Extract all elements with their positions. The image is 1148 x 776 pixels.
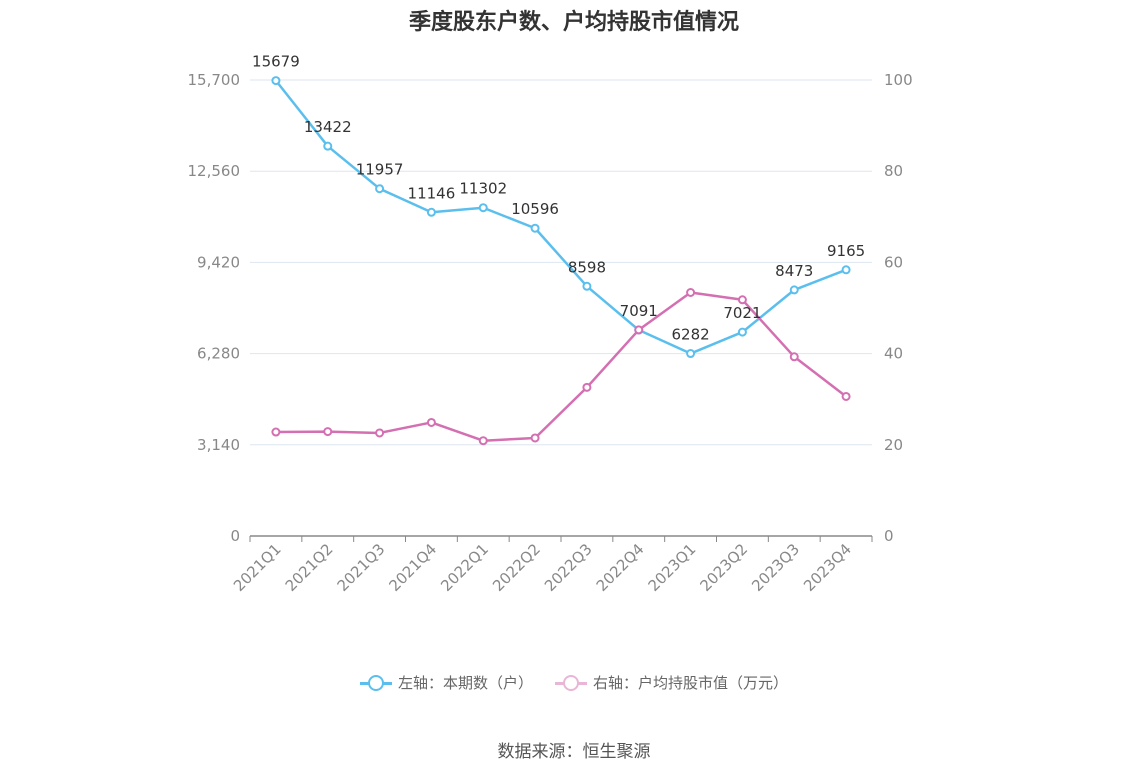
x-axis-tick-label: 2021Q3 bbox=[334, 540, 389, 595]
series-line bbox=[275, 291, 847, 442]
data-point bbox=[478, 203, 488, 213]
data-label: 10596 bbox=[511, 200, 559, 218]
legend-line-marker-icon bbox=[359, 674, 392, 691]
data-point bbox=[271, 76, 281, 86]
data-label: 11302 bbox=[459, 180, 507, 198]
data-point bbox=[841, 391, 851, 401]
data-label: 15679 bbox=[252, 53, 300, 71]
chart-title: 季度股东户数、户均持股市值情况 bbox=[408, 10, 739, 35]
data-label: 8598 bbox=[568, 258, 606, 276]
left-axis-tick-label: 15,700 bbox=[188, 71, 241, 89]
x-axis-tick-label: 2023Q3 bbox=[748, 540, 803, 595]
source-note: 数据来源：恒生聚源 bbox=[497, 742, 651, 762]
x-axis-tick-label: 2023Q2 bbox=[696, 540, 751, 595]
data-point bbox=[530, 433, 540, 443]
data-point bbox=[375, 184, 385, 194]
series bbox=[271, 76, 851, 446]
x-axis-tick-label: 2022Q1 bbox=[437, 540, 492, 595]
data-point bbox=[841, 265, 851, 275]
data-point bbox=[271, 427, 281, 437]
x-axis-tick-label: 2022Q2 bbox=[489, 540, 544, 595]
data-point bbox=[789, 285, 799, 295]
data-label: 6282 bbox=[671, 326, 709, 344]
data-label: 11146 bbox=[408, 184, 456, 202]
data-point bbox=[686, 287, 696, 297]
data-point bbox=[634, 325, 644, 335]
data-point bbox=[737, 295, 747, 305]
data-label: 13422 bbox=[304, 118, 352, 136]
data-point bbox=[323, 141, 333, 151]
series-line bbox=[274, 79, 847, 355]
right-axis-tick-label: 40 bbox=[884, 345, 903, 363]
legend-label: 左轴：本期数（户） bbox=[397, 674, 533, 692]
legend-item-avg-value[interactable]: 右轴：户均持股市值（万元） bbox=[555, 672, 788, 693]
data-point bbox=[323, 427, 333, 437]
data-label: 7091 bbox=[620, 302, 658, 320]
x-axis-tick-label: 2023Q4 bbox=[800, 540, 855, 595]
x-axis-tick-label: 2022Q3 bbox=[541, 540, 596, 595]
legend-line-marker-icon bbox=[555, 674, 587, 691]
data-label: 7021 bbox=[723, 304, 761, 322]
data-point bbox=[582, 281, 592, 291]
x-axis-tick-label: 2021Q2 bbox=[282, 540, 337, 595]
x-axis-tick-label: 2023Q1 bbox=[645, 540, 700, 595]
data-label: 11957 bbox=[356, 161, 404, 179]
left-axis-tick-label: 12,560 bbox=[188, 162, 241, 180]
axes: 0 3,140 6,280 9,420 12,560 15,700 0 20 40 60 80 100… bbox=[188, 71, 913, 595]
right-axis-tick-label: 100 bbox=[884, 71, 913, 89]
data-point bbox=[530, 223, 540, 233]
data-point bbox=[789, 352, 799, 362]
data-point bbox=[375, 428, 385, 438]
right-axis-tick-label: 80 bbox=[884, 162, 903, 180]
right-axis-tick-label: 20 bbox=[884, 436, 903, 454]
legend-label: 右轴：户均持股市值（万元） bbox=[593, 674, 789, 692]
left-axis-tick-label: 6,280 bbox=[197, 345, 240, 363]
legend-item-households[interactable]: 左轴：本期数（户） bbox=[359, 672, 533, 693]
data-point bbox=[426, 207, 436, 217]
data-point bbox=[426, 417, 436, 427]
x-axis-tick-label: 2021Q4 bbox=[385, 540, 440, 595]
left-axis-tick-label: 0 bbox=[230, 527, 240, 545]
x-axis-tick-label: 2021Q1 bbox=[230, 540, 285, 595]
data-point bbox=[686, 349, 696, 359]
right-axis-tick-label: 0 bbox=[884, 527, 894, 545]
data-point bbox=[582, 382, 592, 392]
x-axis-tick-label: 2022Q4 bbox=[593, 540, 648, 595]
right-axis-tick-label: 60 bbox=[884, 253, 903, 271]
grid-lines bbox=[250, 79, 872, 446]
data-label: 8473 bbox=[775, 262, 813, 280]
left-axis-tick-label: 9,420 bbox=[197, 253, 240, 271]
data-point bbox=[737, 327, 747, 337]
data-label: 9165 bbox=[827, 242, 865, 260]
left-axis-tick-label: 3,140 bbox=[197, 436, 240, 454]
data-point bbox=[478, 436, 488, 446]
legend: 左轴：本期数（户） 右轴：户均持股市值（万元） bbox=[0, 672, 1148, 693]
